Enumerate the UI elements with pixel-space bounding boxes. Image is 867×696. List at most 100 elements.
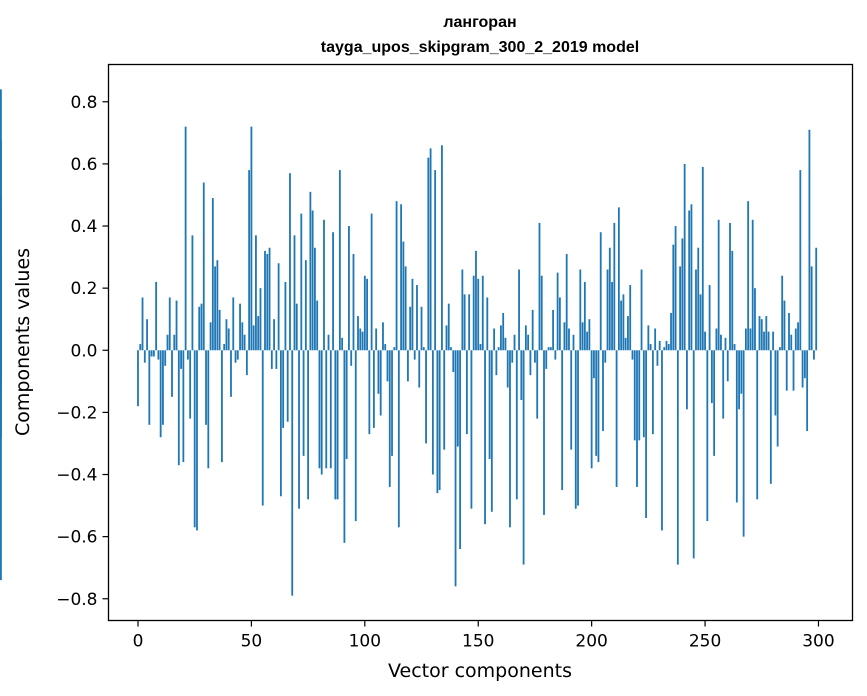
bar-23 [189,350,192,419]
bar-68 [291,350,294,596]
bar-162 [504,337,507,351]
bar-254 [713,350,716,456]
bar-283 [779,347,781,351]
bar-246 [695,269,697,351]
bar-109 [384,344,387,351]
bar-19 [180,350,182,369]
bar-79 [316,300,319,351]
bar-267 [742,350,745,537]
bar-84 [327,334,330,351]
bar-159 [497,347,500,351]
bar-20 [182,350,185,463]
bar-39 [225,319,228,351]
bar-223 [642,350,645,438]
bar-178 [540,275,543,351]
bar-66 [286,350,289,422]
bar-256 [717,219,720,351]
bar-299 [815,247,818,351]
bar-42 [232,297,235,351]
bar-259 [724,337,727,351]
y-axis-label: Components values [12,248,34,436]
bar-185 [556,272,559,351]
bar-157 [493,328,496,351]
bar-153 [484,350,486,525]
bar-170 [522,350,525,565]
bar-91 [343,350,346,543]
bar-220 [636,350,638,487]
x-tick-label: 100 [349,632,381,652]
bar-124 [418,350,421,388]
bar-277 [765,316,768,351]
bar-222 [640,269,643,351]
bar-188 [563,322,566,351]
bar-129 [429,148,432,351]
bar-99 [361,331,364,351]
bar-318 [0,89,2,351]
bar-53 [257,316,260,351]
bar-6 [150,350,153,357]
bar-206 [604,350,607,363]
bar-114 [395,201,398,351]
bar-193 [574,350,577,509]
bar-218 [631,350,634,360]
x-tick-label: 150 [462,632,494,652]
bar-160 [500,325,502,351]
bar-90 [341,337,344,351]
bar-151 [479,344,482,351]
bar-48 [245,350,248,376]
bar-137 [447,303,450,351]
bar-232 [663,347,666,351]
bar-9 [157,350,160,360]
bar-125 [420,306,423,351]
x-axis-ticks: 0 50 100 150 200 250 300 [133,620,835,652]
bar-3 [143,350,146,363]
bar-134 [441,145,443,351]
bar-47 [243,334,246,351]
bar-150 [477,278,480,351]
bar-161 [502,312,505,351]
bar-237 [674,226,677,351]
bar-208 [608,247,611,351]
bar-294 [803,350,806,379]
bar-115 [397,350,400,528]
bar-105 [375,328,378,351]
bar-191 [570,350,573,450]
bar-31 [207,350,210,469]
bar-80 [318,350,321,469]
bar-264 [735,350,738,503]
bar-199 [588,319,591,351]
bar-231 [661,350,663,531]
bar-52 [255,235,257,351]
bar-325 [0,257,2,351]
bar-117 [402,241,405,351]
bar-96 [354,350,357,522]
bar-195 [579,269,582,351]
bar-154 [486,297,489,351]
bar-140 [454,350,457,587]
bar-0 [137,350,139,407]
bar-108 [382,322,384,351]
bar-71 [298,350,300,509]
bar-58 [268,247,271,351]
bar-173 [529,350,532,376]
bar-51 [252,325,255,351]
bar-200 [590,350,593,469]
bar-17 [175,300,178,351]
bar-135 [443,350,446,450]
bar-163 [506,350,509,388]
bar-86 [332,232,334,351]
bar-89 [338,170,341,351]
bar-212 [617,207,620,351]
bar-103 [370,213,373,351]
bar-24 [191,235,194,351]
bar-169 [520,350,523,400]
bar-177 [538,222,541,351]
bar-245 [692,350,695,559]
bar-38 [223,344,226,351]
bar-296 [808,129,811,351]
y-tick-label: 0.8 [70,93,97,113]
bar-182 [549,347,552,351]
bar-95 [352,253,355,351]
bar-127 [425,350,427,444]
